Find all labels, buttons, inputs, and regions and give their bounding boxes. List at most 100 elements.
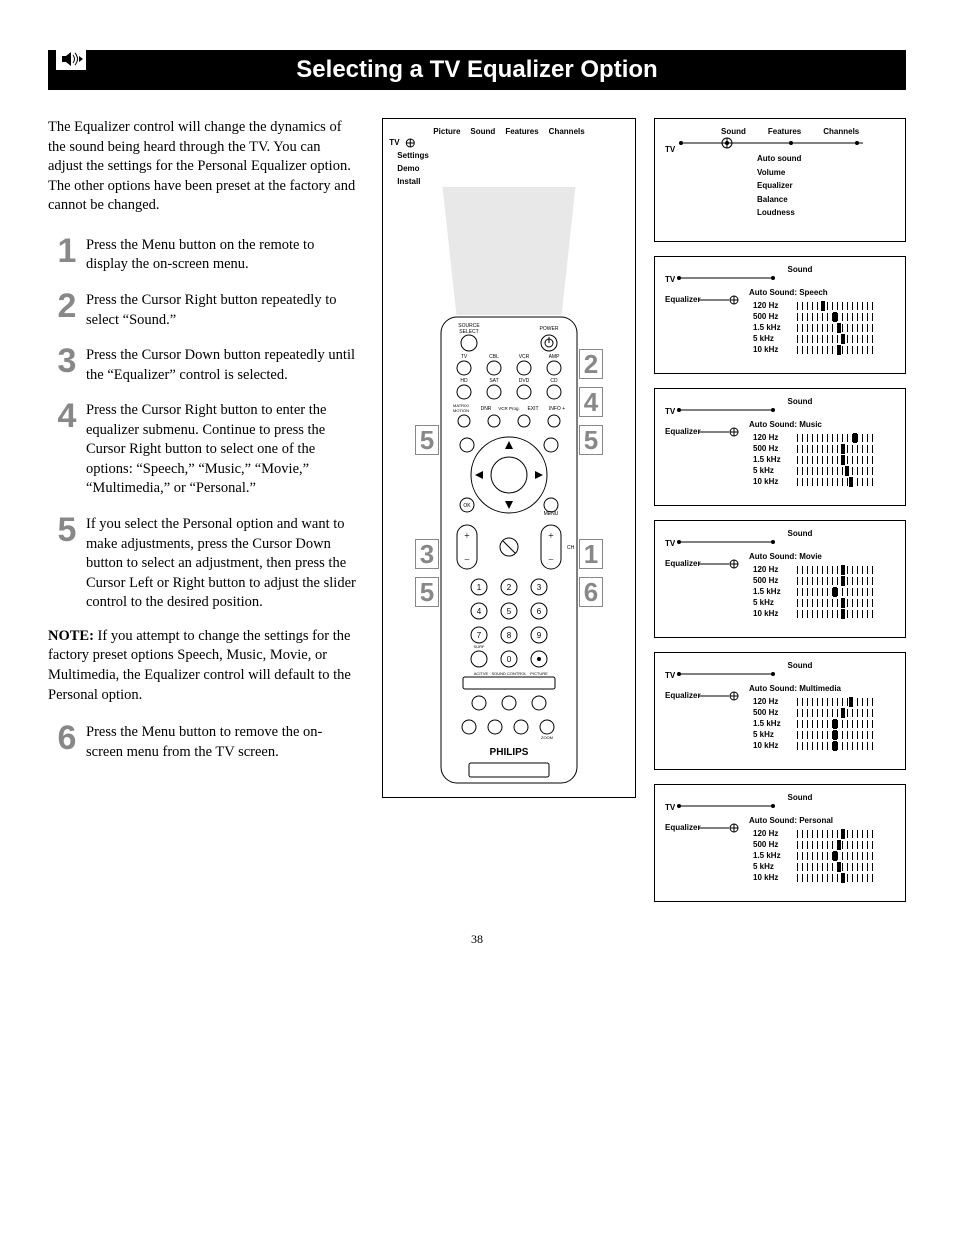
main-columns: The Equalizer control will change the dy… [48, 118, 906, 902]
eq-slider [797, 852, 877, 860]
eq-slider [797, 610, 877, 618]
menu-item: Loudness [757, 206, 895, 220]
tv-label: TV [665, 671, 675, 680]
eq-slider [797, 841, 877, 849]
eq-row: 500 Hz [753, 840, 895, 849]
menu-item: Balance [757, 193, 895, 207]
menu-item: Demo [397, 163, 584, 176]
panel-eq-music: SoundTVEqualizerAuto Sound: Music120 Hz5… [654, 388, 906, 506]
panel-column: Sound Features Channels TV Auto sound Vo… [654, 118, 906, 902]
eq-freq-label: 500 Hz [753, 840, 789, 849]
line-icon [663, 537, 873, 547]
eq-freq-label: 1.5 kHz [753, 323, 789, 332]
eq-slider [797, 346, 877, 354]
eq-row: 5 kHz [753, 598, 895, 607]
eq-row: 5 kHz [753, 466, 895, 475]
svg-text:0: 0 [507, 655, 512, 664]
panel-eq-movie: SoundTVEqualizerAuto Sound: Movie120 Hz5… [654, 520, 906, 638]
tv-label: TV [665, 275, 675, 284]
step-2: 2 Press the Cursor Right button repeated… [48, 289, 358, 330]
eq-slider [797, 445, 877, 453]
step-5: 5 If you select the Personal option and … [48, 513, 358, 613]
svg-text:HD: HD [460, 378, 468, 384]
step-text: Press the Cursor Right button repeatedly… [86, 289, 358, 330]
panel-sound-menu: Sound Features Channels TV Auto sound Vo… [654, 118, 906, 242]
menu-item: Equalizer [757, 179, 895, 193]
page-number: 38 [48, 932, 906, 947]
eq-slider [797, 698, 877, 706]
eq-slider [797, 709, 877, 717]
svg-text:SELECT: SELECT [459, 329, 478, 335]
callout-6: 6 [579, 577, 603, 607]
svg-text:PICTURE: PICTURE [530, 671, 548, 676]
line-icon [699, 691, 779, 701]
callout-4: 4 [579, 387, 603, 417]
svg-text:CD: CD [550, 378, 558, 384]
menu-tab: Channels [549, 127, 585, 136]
panel-eq-personal: SoundTVEqualizerAuto Sound: Personal120 … [654, 784, 906, 902]
svg-text:SAT: SAT [489, 378, 498, 384]
eq-slider [797, 599, 877, 607]
remote-diagram: Picture Sound Features Channels TV Setti… [382, 118, 636, 798]
step-number: 6 [48, 721, 86, 755]
svg-text:6: 6 [537, 607, 542, 616]
tv-label: TV [665, 803, 675, 812]
note-text: If you attempt to change the settings fo… [48, 628, 351, 703]
eq-row: 5 kHz [753, 730, 895, 739]
eq-slider [797, 731, 877, 739]
svg-text:MENU: MENU [544, 511, 559, 517]
step-text: Press the Cursor Right button to enter t… [86, 399, 358, 499]
line-icon [699, 427, 779, 437]
projection-cone [383, 187, 635, 315]
svg-text:2: 2 [507, 583, 512, 592]
eq-freq-label: 500 Hz [753, 576, 789, 585]
remote-illustration: SOURCE SELECT POWER TV CBL VCR AMP [439, 315, 579, 790]
eq-slider [797, 830, 877, 838]
tab: Sound [721, 127, 746, 136]
eq-row: 10 kHz [753, 741, 895, 750]
eq-row: 1.5 kHz [753, 455, 895, 464]
eq-row: 1.5 kHz [753, 587, 895, 596]
step-text: Press the Menu button on the remote to d… [86, 234, 358, 275]
svg-text:PHILIPS: PHILIPS [490, 747, 529, 758]
svg-text:DVD: DVD [519, 378, 530, 384]
eq-row: 1.5 kHz [753, 719, 895, 728]
callout-5: 5 [415, 577, 439, 607]
eq-freq-label: 10 kHz [753, 873, 789, 882]
svg-text:7: 7 [477, 631, 482, 640]
eq-freq-label: 1.5 kHz [753, 455, 789, 464]
svg-text:ZOOM: ZOOM [541, 735, 553, 740]
menu-item: Settings [397, 150, 584, 163]
svg-text:INFO +: INFO + [549, 406, 565, 412]
step-number: 3 [48, 344, 86, 378]
eq-row: 10 kHz [753, 477, 895, 486]
svg-text:VCR: VCR [519, 354, 530, 360]
step-4: 4 Press the Cursor Right button to enter… [48, 399, 358, 499]
eq-slider [797, 720, 877, 728]
line-icon [699, 823, 779, 833]
eq-slider [797, 456, 877, 464]
equalizer-label: Equalizer [665, 823, 701, 832]
svg-text:MOTION: MOTION [453, 408, 469, 413]
title-bar: Selecting a TV Equalizer Option [48, 50, 906, 90]
svg-text:EXIT: EXIT [527, 406, 538, 412]
eq-row: 1.5 kHz [753, 851, 895, 860]
menu-item: Auto sound [757, 152, 895, 166]
svg-text:VCR Prog.: VCR Prog. [498, 406, 520, 411]
step-number: 5 [48, 513, 86, 547]
eq-freq-label: 500 Hz [753, 708, 789, 717]
callout-3: 3 [415, 539, 439, 569]
eq-slider [797, 467, 877, 475]
svg-text:CH: CH [567, 545, 575, 551]
line-icon [663, 669, 873, 679]
eq-freq-label: 5 kHz [753, 730, 789, 739]
eq-freq-label: 500 Hz [753, 444, 789, 453]
svg-text:POWER: POWER [540, 326, 559, 332]
svg-text:CBL: CBL [489, 354, 499, 360]
eq-row: 500 Hz [753, 444, 895, 453]
eq-slider [797, 313, 877, 321]
equalizer-label: Equalizer [665, 691, 701, 700]
svg-text:−: − [548, 555, 554, 566]
eq-freq-label: 1.5 kHz [753, 851, 789, 860]
eq-row: 500 Hz [753, 576, 895, 585]
